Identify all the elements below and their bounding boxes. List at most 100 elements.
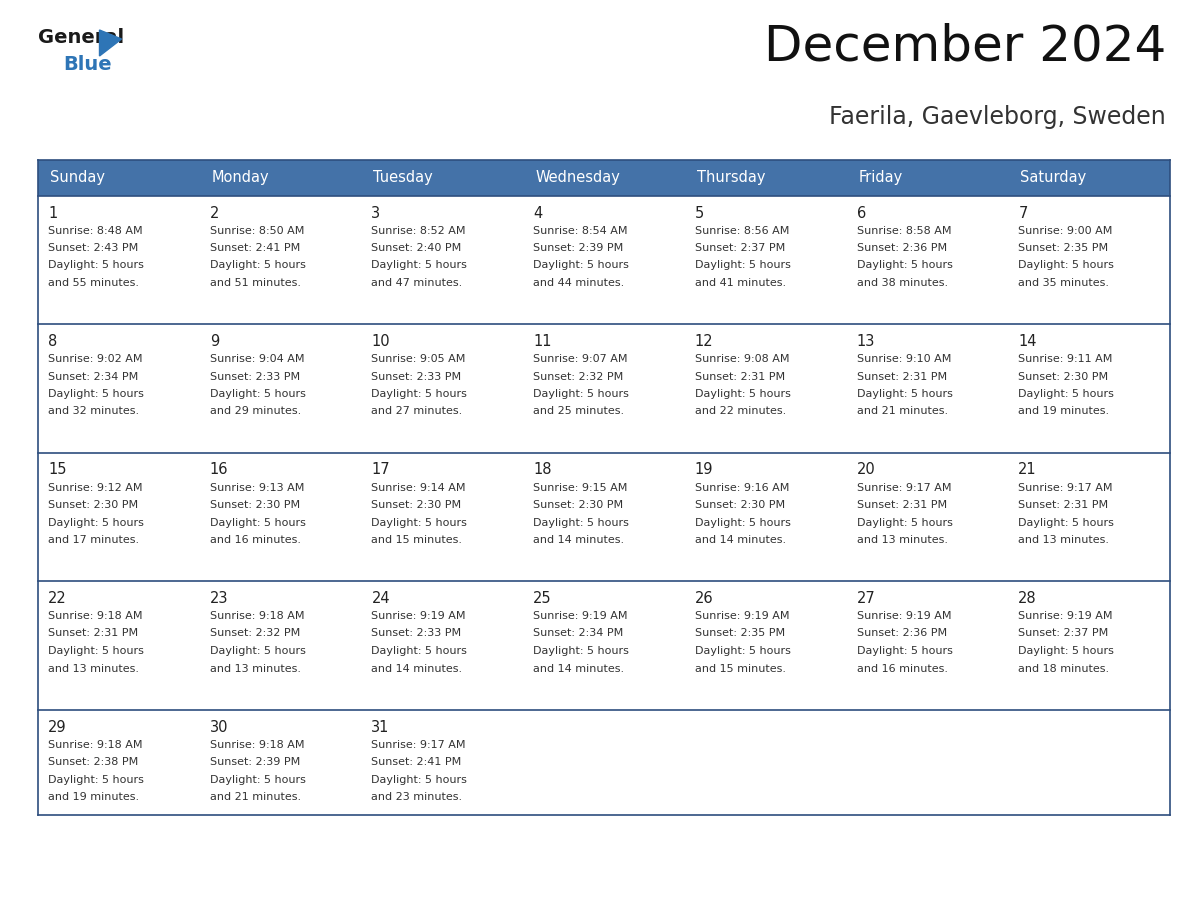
Text: 8: 8 xyxy=(48,334,57,349)
Text: Sunset: 2:41 PM: Sunset: 2:41 PM xyxy=(372,757,462,767)
Text: 13: 13 xyxy=(857,334,874,349)
Text: Sunrise: 9:08 AM: Sunrise: 9:08 AM xyxy=(695,354,789,364)
Text: Sunset: 2:31 PM: Sunset: 2:31 PM xyxy=(48,629,138,639)
Text: 6: 6 xyxy=(857,206,866,220)
Text: Sunrise: 9:11 AM: Sunrise: 9:11 AM xyxy=(1018,354,1113,364)
Text: and 18 minutes.: and 18 minutes. xyxy=(1018,664,1110,674)
Text: Sunset: 2:30 PM: Sunset: 2:30 PM xyxy=(533,500,624,510)
Text: 30: 30 xyxy=(210,720,228,734)
Text: Sunset: 2:41 PM: Sunset: 2:41 PM xyxy=(210,243,299,253)
Text: Sunset: 2:31 PM: Sunset: 2:31 PM xyxy=(1018,500,1108,510)
Text: Sunrise: 9:17 AM: Sunrise: 9:17 AM xyxy=(372,740,466,749)
Text: Sunrise: 9:15 AM: Sunrise: 9:15 AM xyxy=(533,483,627,492)
Bar xyxy=(38,160,200,196)
Text: Daylight: 5 hours: Daylight: 5 hours xyxy=(48,518,144,528)
Text: 24: 24 xyxy=(372,591,390,606)
Text: 17: 17 xyxy=(372,463,390,477)
Text: and 13 minutes.: and 13 minutes. xyxy=(210,664,301,674)
Text: and 47 minutes.: and 47 minutes. xyxy=(372,278,462,288)
Text: and 32 minutes.: and 32 minutes. xyxy=(48,407,139,417)
Text: 26: 26 xyxy=(695,591,714,606)
Text: and 23 minutes.: and 23 minutes. xyxy=(372,792,462,802)
Text: and 14 minutes.: and 14 minutes. xyxy=(372,664,462,674)
Text: Sunrise: 9:19 AM: Sunrise: 9:19 AM xyxy=(695,611,789,621)
Text: Sunset: 2:37 PM: Sunset: 2:37 PM xyxy=(1018,629,1108,639)
Bar xyxy=(38,324,1170,453)
Text: and 19 minutes.: and 19 minutes. xyxy=(48,792,139,802)
Text: Sunrise: 8:48 AM: Sunrise: 8:48 AM xyxy=(48,226,143,236)
Text: Daylight: 5 hours: Daylight: 5 hours xyxy=(695,389,791,399)
Text: Daylight: 5 hours: Daylight: 5 hours xyxy=(533,518,628,528)
Text: and 16 minutes.: and 16 minutes. xyxy=(210,535,301,545)
Text: and 51 minutes.: and 51 minutes. xyxy=(210,278,301,288)
Text: and 21 minutes.: and 21 minutes. xyxy=(210,792,301,802)
Text: and 21 minutes.: and 21 minutes. xyxy=(857,407,948,417)
Text: Friday: Friday xyxy=(859,170,903,185)
Text: and 22 minutes.: and 22 minutes. xyxy=(695,407,786,417)
Text: Sunset: 2:31 PM: Sunset: 2:31 PM xyxy=(695,372,785,382)
Text: and 17 minutes.: and 17 minutes. xyxy=(48,535,139,545)
Bar xyxy=(38,581,1170,710)
Text: Daylight: 5 hours: Daylight: 5 hours xyxy=(372,775,467,785)
Text: Sunset: 2:31 PM: Sunset: 2:31 PM xyxy=(857,372,947,382)
Text: Sunset: 2:32 PM: Sunset: 2:32 PM xyxy=(533,372,624,382)
Text: 3: 3 xyxy=(372,206,380,220)
Text: Sunset: 2:35 PM: Sunset: 2:35 PM xyxy=(1018,243,1108,253)
Text: Sunday: Sunday xyxy=(50,170,105,185)
Text: Sunset: 2:37 PM: Sunset: 2:37 PM xyxy=(695,243,785,253)
Text: and 38 minutes.: and 38 minutes. xyxy=(857,278,948,288)
Bar xyxy=(38,196,1170,324)
Bar xyxy=(38,710,1170,814)
Text: General: General xyxy=(38,28,124,47)
Bar xyxy=(361,160,523,196)
Text: Sunrise: 9:04 AM: Sunrise: 9:04 AM xyxy=(210,354,304,364)
Text: and 14 minutes.: and 14 minutes. xyxy=(533,664,624,674)
Text: and 35 minutes.: and 35 minutes. xyxy=(1018,278,1110,288)
Text: 18: 18 xyxy=(533,463,551,477)
Text: Sunrise: 9:17 AM: Sunrise: 9:17 AM xyxy=(1018,483,1113,492)
Text: Blue: Blue xyxy=(63,55,112,74)
Text: Sunset: 2:39 PM: Sunset: 2:39 PM xyxy=(533,243,624,253)
Text: Faerila, Gaevleborg, Sweden: Faerila, Gaevleborg, Sweden xyxy=(829,105,1165,129)
Text: Daylight: 5 hours: Daylight: 5 hours xyxy=(210,389,305,399)
Bar xyxy=(684,160,847,196)
Text: and 14 minutes.: and 14 minutes. xyxy=(533,535,624,545)
Text: Sunrise: 8:52 AM: Sunrise: 8:52 AM xyxy=(372,226,466,236)
Text: 27: 27 xyxy=(857,591,876,606)
Text: 12: 12 xyxy=(695,334,714,349)
Text: Daylight: 5 hours: Daylight: 5 hours xyxy=(533,261,628,271)
Text: Sunset: 2:31 PM: Sunset: 2:31 PM xyxy=(857,500,947,510)
Text: Sunset: 2:30 PM: Sunset: 2:30 PM xyxy=(210,500,299,510)
Text: 20: 20 xyxy=(857,463,876,477)
Text: Saturday: Saturday xyxy=(1020,170,1087,185)
Text: 21: 21 xyxy=(1018,463,1037,477)
Text: Sunset: 2:30 PM: Sunset: 2:30 PM xyxy=(695,500,785,510)
Text: Daylight: 5 hours: Daylight: 5 hours xyxy=(857,518,953,528)
Text: Sunrise: 9:02 AM: Sunrise: 9:02 AM xyxy=(48,354,143,364)
Bar xyxy=(38,453,1170,581)
Text: 22: 22 xyxy=(48,591,67,606)
Text: Sunset: 2:40 PM: Sunset: 2:40 PM xyxy=(372,243,462,253)
Text: Wednesday: Wednesday xyxy=(535,170,620,185)
Text: 10: 10 xyxy=(372,334,390,349)
Text: and 14 minutes.: and 14 minutes. xyxy=(695,535,786,545)
Text: 19: 19 xyxy=(695,463,713,477)
Text: Sunset: 2:35 PM: Sunset: 2:35 PM xyxy=(695,629,785,639)
Text: and 27 minutes.: and 27 minutes. xyxy=(372,407,462,417)
Text: and 16 minutes.: and 16 minutes. xyxy=(857,664,948,674)
Text: 25: 25 xyxy=(533,591,551,606)
Text: Daylight: 5 hours: Daylight: 5 hours xyxy=(695,261,791,271)
Text: Sunset: 2:36 PM: Sunset: 2:36 PM xyxy=(857,243,947,253)
Text: Daylight: 5 hours: Daylight: 5 hours xyxy=(48,389,144,399)
Text: Daylight: 5 hours: Daylight: 5 hours xyxy=(48,646,144,656)
Text: Sunset: 2:39 PM: Sunset: 2:39 PM xyxy=(210,757,299,767)
Text: Sunset: 2:34 PM: Sunset: 2:34 PM xyxy=(48,372,138,382)
Text: Sunrise: 9:13 AM: Sunrise: 9:13 AM xyxy=(210,483,304,492)
Text: and 19 minutes.: and 19 minutes. xyxy=(1018,407,1110,417)
Text: 14: 14 xyxy=(1018,334,1037,349)
Text: Daylight: 5 hours: Daylight: 5 hours xyxy=(48,261,144,271)
Text: 28: 28 xyxy=(1018,591,1037,606)
Text: Daylight: 5 hours: Daylight: 5 hours xyxy=(210,261,305,271)
Text: 31: 31 xyxy=(372,720,390,734)
Text: 5: 5 xyxy=(695,206,704,220)
